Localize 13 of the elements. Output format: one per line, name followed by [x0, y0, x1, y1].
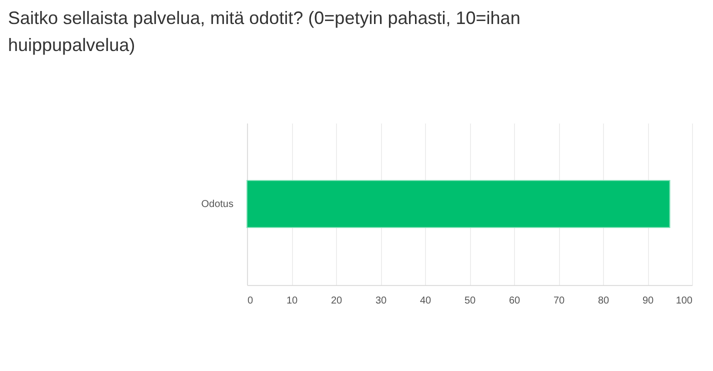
x-tick-label: 30	[375, 296, 387, 306]
x-tick-label: 40	[420, 296, 432, 306]
x-tick-label: 70	[553, 296, 565, 306]
y-tick-label: Odotus	[201, 199, 234, 210]
x-tick-label: 10	[286, 296, 298, 306]
x-tick-label: 60	[508, 296, 520, 306]
x-tick-label: 50	[464, 296, 476, 306]
x-tick-label: 80	[598, 296, 610, 306]
x-tick-label: 20	[330, 296, 342, 306]
x-tick-label: 100	[676, 296, 693, 306]
chart-title: Saitko sellaista palvelua, mitä odotit? (0=petyin pahasti, 10=ihan huippupalvelua)	[8, 8, 520, 55]
x-tick-label: 0	[248, 296, 254, 306]
x-tick-label: 90	[642, 296, 654, 306]
